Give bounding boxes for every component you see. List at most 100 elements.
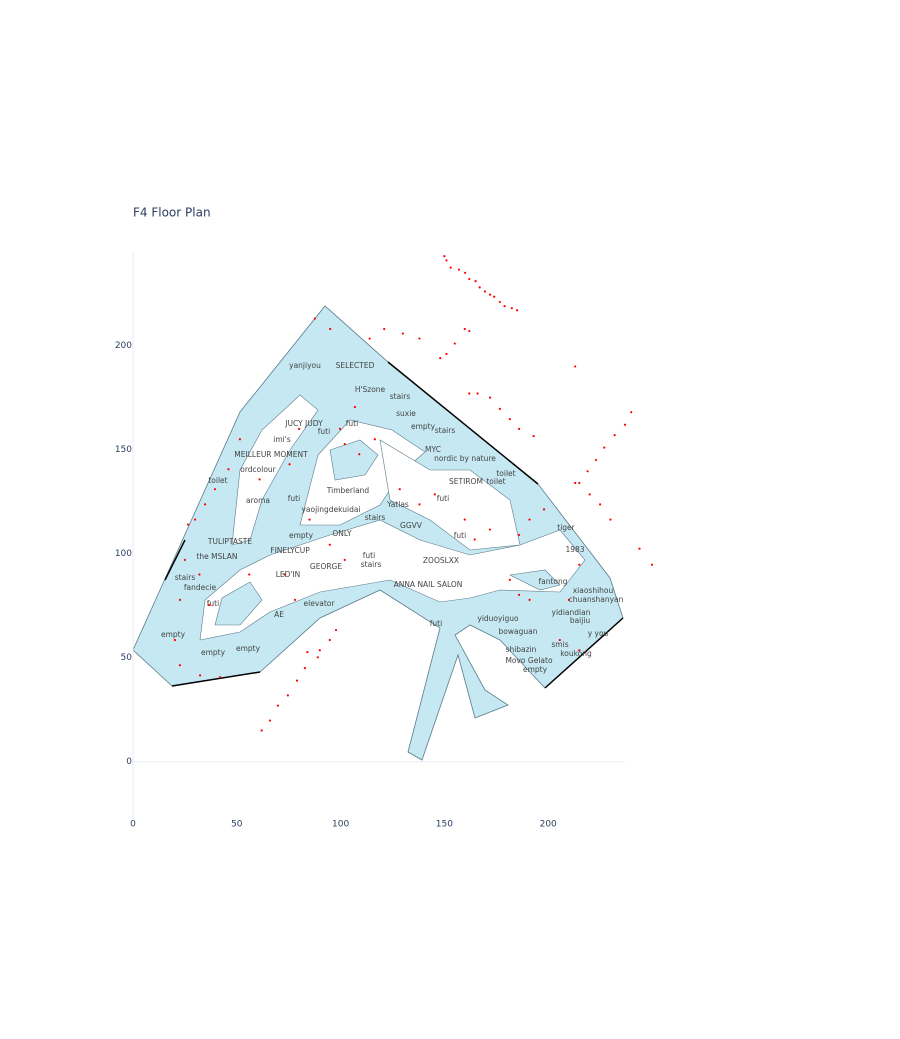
shop-label: toilet [208, 476, 227, 485]
data-point [178, 664, 182, 667]
data-point [586, 470, 589, 473]
shop-label: imi's [273, 435, 291, 444]
shop-label: H'Szone [355, 385, 386, 394]
wall [164, 539, 186, 581]
shop-label: bowaguan [499, 627, 538, 636]
data-point [445, 259, 448, 262]
shop-label: fantong [538, 577, 567, 586]
data-point [603, 446, 606, 449]
data-point [463, 327, 466, 331]
shop-label: empty [523, 665, 548, 674]
data-point [328, 638, 331, 642]
x-tick-label: 100 [332, 820, 349, 830]
data-point [518, 593, 521, 596]
data-point [453, 342, 456, 345]
shop-label: futi [207, 599, 219, 608]
data-point [258, 478, 261, 481]
data-point [449, 266, 452, 269]
data-point [650, 563, 654, 566]
data-point [248, 573, 251, 576]
y-tick-label: 150 [115, 445, 132, 455]
data-point [493, 295, 496, 298]
shop-label: yidiandian [552, 608, 591, 617]
shop-labels: yanjiyou SELECTED H'Szone stairs suxie e… [161, 361, 624, 674]
data-point [532, 435, 535, 438]
shop-label: stairs [175, 573, 196, 582]
shop-label: ordcolour [240, 465, 276, 474]
shop-label: yaojingdekuidai [301, 505, 360, 514]
data-point [578, 481, 581, 485]
data-point [488, 396, 492, 399]
shop-label: ZOOSLXX [423, 556, 459, 565]
shop-label: ANNA NAIL SALON [394, 580, 463, 589]
data-point [343, 442, 346, 446]
shop-label: 1983 [565, 545, 584, 554]
data-point [598, 503, 602, 506]
data-point [558, 638, 561, 642]
shop-label: elevator [304, 599, 336, 608]
data-point [613, 433, 616, 437]
shop-label: stairs [390, 392, 411, 401]
x-tick-label: 50 [231, 820, 243, 830]
data-point [433, 493, 436, 496]
shop-label: stairs [361, 560, 382, 569]
data-point [588, 493, 591, 496]
data-point [334, 628, 338, 632]
shop-label: futi [318, 427, 330, 436]
data-point [313, 317, 316, 320]
shop-label: futi [437, 494, 449, 503]
shop-label: MYC [425, 445, 441, 454]
data-point [508, 417, 511, 421]
data-point [303, 667, 306, 670]
data-point [463, 518, 466, 521]
shop-label: koukong [560, 649, 592, 658]
data-point [383, 327, 386, 331]
data-point [329, 327, 332, 331]
data-point [238, 438, 242, 441]
data-point [368, 337, 371, 340]
shop-label: empty [201, 648, 226, 657]
data-point [353, 405, 357, 409]
data-point [609, 518, 612, 521]
data-point [306, 650, 309, 654]
shop-label: futi [430, 619, 442, 628]
shop-label: ONLY [332, 529, 352, 538]
data-point [528, 518, 531, 521]
shop-label: Yatlas [386, 500, 409, 509]
shop-label: LED'IN [276, 570, 301, 579]
data-point [443, 255, 446, 258]
data-point [173, 638, 177, 642]
data-point [630, 411, 633, 414]
data-point [198, 674, 202, 677]
data-point [328, 543, 331, 546]
data-point [518, 427, 521, 430]
data-point [542, 508, 546, 511]
shop-label: SELECTED [336, 361, 375, 370]
wall [544, 617, 624, 689]
shop-label: TULIPTASTE [207, 537, 252, 546]
data-point [207, 603, 211, 606]
data-point [193, 518, 197, 521]
shop [509, 569, 561, 591]
shop-label: empty [161, 630, 186, 639]
shop-label: futi [288, 494, 300, 503]
shop-label: Timberland [326, 486, 370, 495]
data-point [488, 528, 491, 531]
data-point [578, 649, 581, 652]
shop-label: futi [363, 551, 375, 560]
shop-label: MEILLEUR MOMENT [234, 450, 308, 459]
wall [387, 361, 539, 485]
data-point [528, 598, 531, 601]
y-tick-label: 100 [115, 549, 132, 559]
data-point [474, 280, 477, 283]
shop-label: futi [454, 531, 466, 540]
data-point [503, 304, 506, 308]
data-point [578, 563, 581, 566]
data-point [398, 488, 401, 491]
shop-label: stairs [365, 513, 386, 522]
data-point [574, 365, 577, 368]
shop [214, 581, 263, 626]
shop [329, 439, 379, 481]
data-point [623, 423, 627, 426]
